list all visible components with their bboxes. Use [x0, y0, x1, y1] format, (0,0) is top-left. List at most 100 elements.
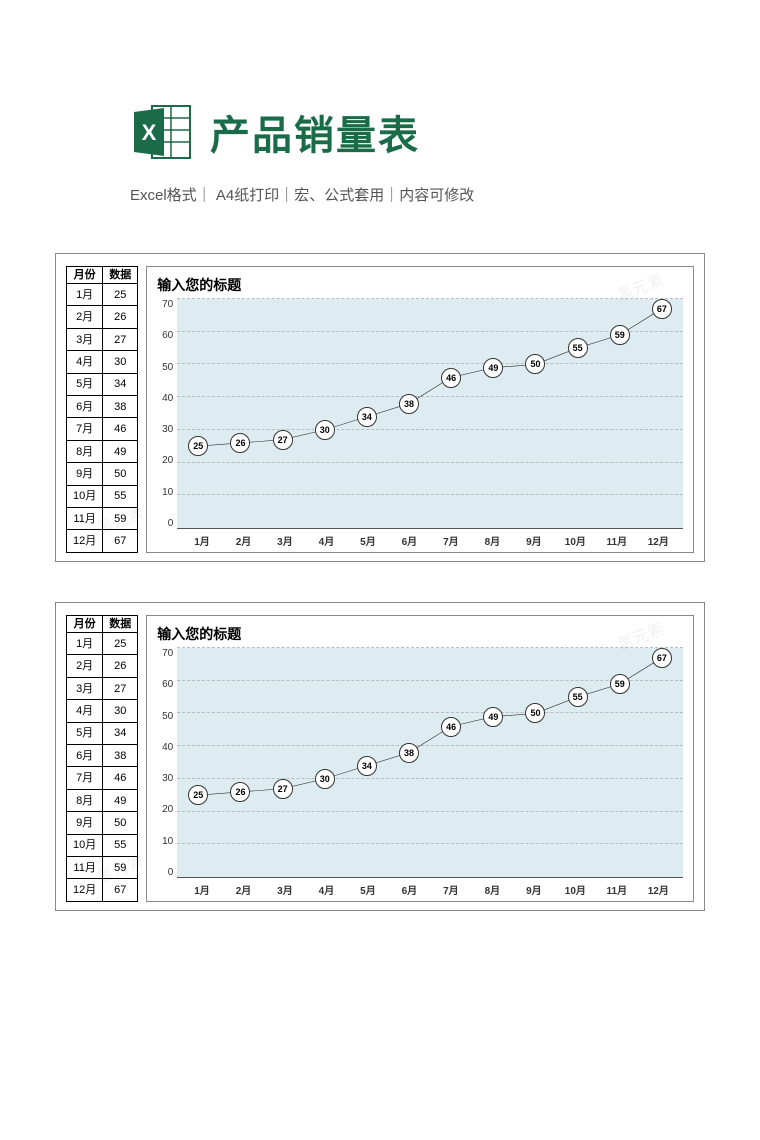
data-marker: 49: [483, 707, 503, 727]
table-cell: 67: [103, 530, 138, 553]
data-marker: 30: [315, 420, 335, 440]
x-tick-label: 6月: [389, 882, 430, 897]
x-tick-label: 2月: [223, 533, 264, 548]
gridline: [177, 647, 683, 648]
gridline: [177, 680, 683, 681]
table-row: 10月55: [67, 834, 138, 856]
data-marker: 25: [188, 436, 208, 456]
chart-box-2: 输入您的标题 706050403020100 25262730343846495…: [146, 615, 694, 902]
y-tick-label: 40: [157, 742, 173, 753]
table-cell: 9月: [67, 812, 103, 834]
table-row: 5月34: [67, 373, 138, 395]
x-tick-label: 8月: [472, 882, 513, 897]
table-cell: 4月: [67, 351, 103, 373]
table-cell: 11月: [67, 508, 103, 530]
data-marker: 55: [568, 687, 588, 707]
data-marker: 55: [568, 338, 588, 358]
table-row: 3月27: [67, 328, 138, 350]
table-row: 5月34: [67, 722, 138, 744]
x-tick-label: 2月: [223, 882, 264, 897]
table-cell: 34: [103, 373, 138, 395]
y-tick-label: 60: [157, 330, 173, 341]
table-cell: 3月: [67, 677, 103, 699]
table-cell: 38: [103, 396, 138, 418]
data-marker: 46: [441, 717, 461, 737]
table-row: 4月30: [67, 351, 138, 373]
table-row: 1月25: [67, 633, 138, 655]
table-row: 11月59: [67, 857, 138, 879]
table-cell: 34: [103, 722, 138, 744]
table-cell: 6月: [67, 396, 103, 418]
chart-title: 输入您的标题: [157, 624, 683, 644]
table-cell: 1月: [67, 633, 103, 655]
table-cell: 25: [103, 633, 138, 655]
x-tick-label: 10月: [555, 533, 596, 548]
table-row: 12月67: [67, 530, 138, 553]
table-cell: 59: [103, 508, 138, 530]
table-cell: 46: [103, 418, 138, 440]
table-cell: 12月: [67, 530, 103, 553]
page-subtitle: Excel格式｜ A4纸打印｜宏、公式套用｜内容可修改: [0, 184, 760, 235]
chart-box-1: 输入您的标题 706050403020100 25262730343846495…: [146, 266, 694, 553]
table-cell: 27: [103, 677, 138, 699]
x-tick-label: 9月: [513, 882, 554, 897]
x-tick-label: 12月: [638, 533, 679, 548]
table-cell: 26: [103, 306, 138, 328]
table-cell: 10月: [67, 834, 103, 856]
page-header: X 产品销量表: [0, 0, 760, 184]
table-row: 11月59: [67, 508, 138, 530]
x-tick-label: 10月: [555, 882, 596, 897]
x-tick-label: 4月: [306, 533, 347, 548]
table-row: 7月46: [67, 418, 138, 440]
data-marker: 27: [273, 430, 293, 450]
y-tick-label: 0: [157, 867, 173, 878]
y-tick-label: 30: [157, 773, 173, 784]
table-cell: 11月: [67, 857, 103, 879]
y-axis: 706050403020100: [157, 299, 177, 529]
gridline: [177, 462, 683, 463]
svg-text:X: X: [142, 120, 157, 145]
chart-panel-1: 月份 数据 1月252月263月274月305月346月387月468月499月…: [55, 253, 705, 562]
data-marker: 25: [188, 785, 208, 805]
gridline: [177, 745, 683, 746]
data-marker: 26: [230, 782, 250, 802]
table-cell: 50: [103, 812, 138, 834]
gridline: [177, 778, 683, 779]
x-axis: 1月2月3月4月5月6月7月8月9月10月11月12月: [157, 529, 683, 548]
table-cell: 10月: [67, 485, 103, 507]
table-cell: 3月: [67, 328, 103, 350]
y-tick-label: 70: [157, 299, 173, 310]
data-marker: 38: [399, 743, 419, 763]
y-tick-label: 50: [157, 711, 173, 722]
table-cell: 49: [103, 789, 138, 811]
gridline: [177, 843, 683, 844]
data-marker: 34: [357, 407, 377, 427]
table-row: 8月49: [67, 440, 138, 462]
gridline: [177, 396, 683, 397]
table-cell: 55: [103, 485, 138, 507]
x-tick-label: 4月: [306, 882, 347, 897]
gridline: [177, 298, 683, 299]
table-cell: 67: [103, 879, 138, 902]
table-cell: 2月: [67, 655, 103, 677]
table-row: 1月25: [67, 284, 138, 306]
table-cell: 9月: [67, 463, 103, 485]
x-tick-label: 11月: [596, 533, 637, 548]
table-row: 3月27: [67, 677, 138, 699]
data-table-1: 月份 数据 1月252月263月274月305月346月387月468月499月…: [66, 266, 138, 553]
page-title: 产品销量表: [210, 103, 420, 161]
table-row: 2月26: [67, 655, 138, 677]
table-row: 10月55: [67, 485, 138, 507]
table-cell: 6月: [67, 745, 103, 767]
col-header: 数据: [103, 267, 138, 284]
table-row: 8月49: [67, 789, 138, 811]
gridline: [177, 494, 683, 495]
table-cell: 38: [103, 745, 138, 767]
data-marker: 27: [273, 779, 293, 799]
x-tick-label: 3月: [264, 882, 305, 897]
table-cell: 49: [103, 440, 138, 462]
gridline: [177, 363, 683, 364]
table-cell: 1月: [67, 284, 103, 306]
table-cell: 7月: [67, 418, 103, 440]
table-row: 9月50: [67, 812, 138, 834]
